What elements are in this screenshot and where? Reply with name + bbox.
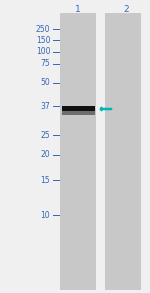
Text: 75: 75: [40, 59, 50, 68]
Text: 150: 150: [36, 36, 50, 45]
Text: 2: 2: [123, 5, 129, 14]
Bar: [61, 106, 94, 111]
Text: 37: 37: [40, 102, 50, 110]
Text: 20: 20: [41, 150, 50, 159]
Bar: [60, 13, 96, 290]
Text: 10: 10: [41, 211, 50, 220]
Bar: [61, 111, 94, 115]
Text: 25: 25: [41, 131, 50, 140]
Text: 250: 250: [36, 25, 50, 34]
Text: 100: 100: [36, 47, 50, 56]
Bar: [105, 13, 141, 290]
Text: 1: 1: [75, 5, 81, 14]
Text: 15: 15: [41, 176, 50, 185]
Text: 50: 50: [40, 79, 50, 87]
